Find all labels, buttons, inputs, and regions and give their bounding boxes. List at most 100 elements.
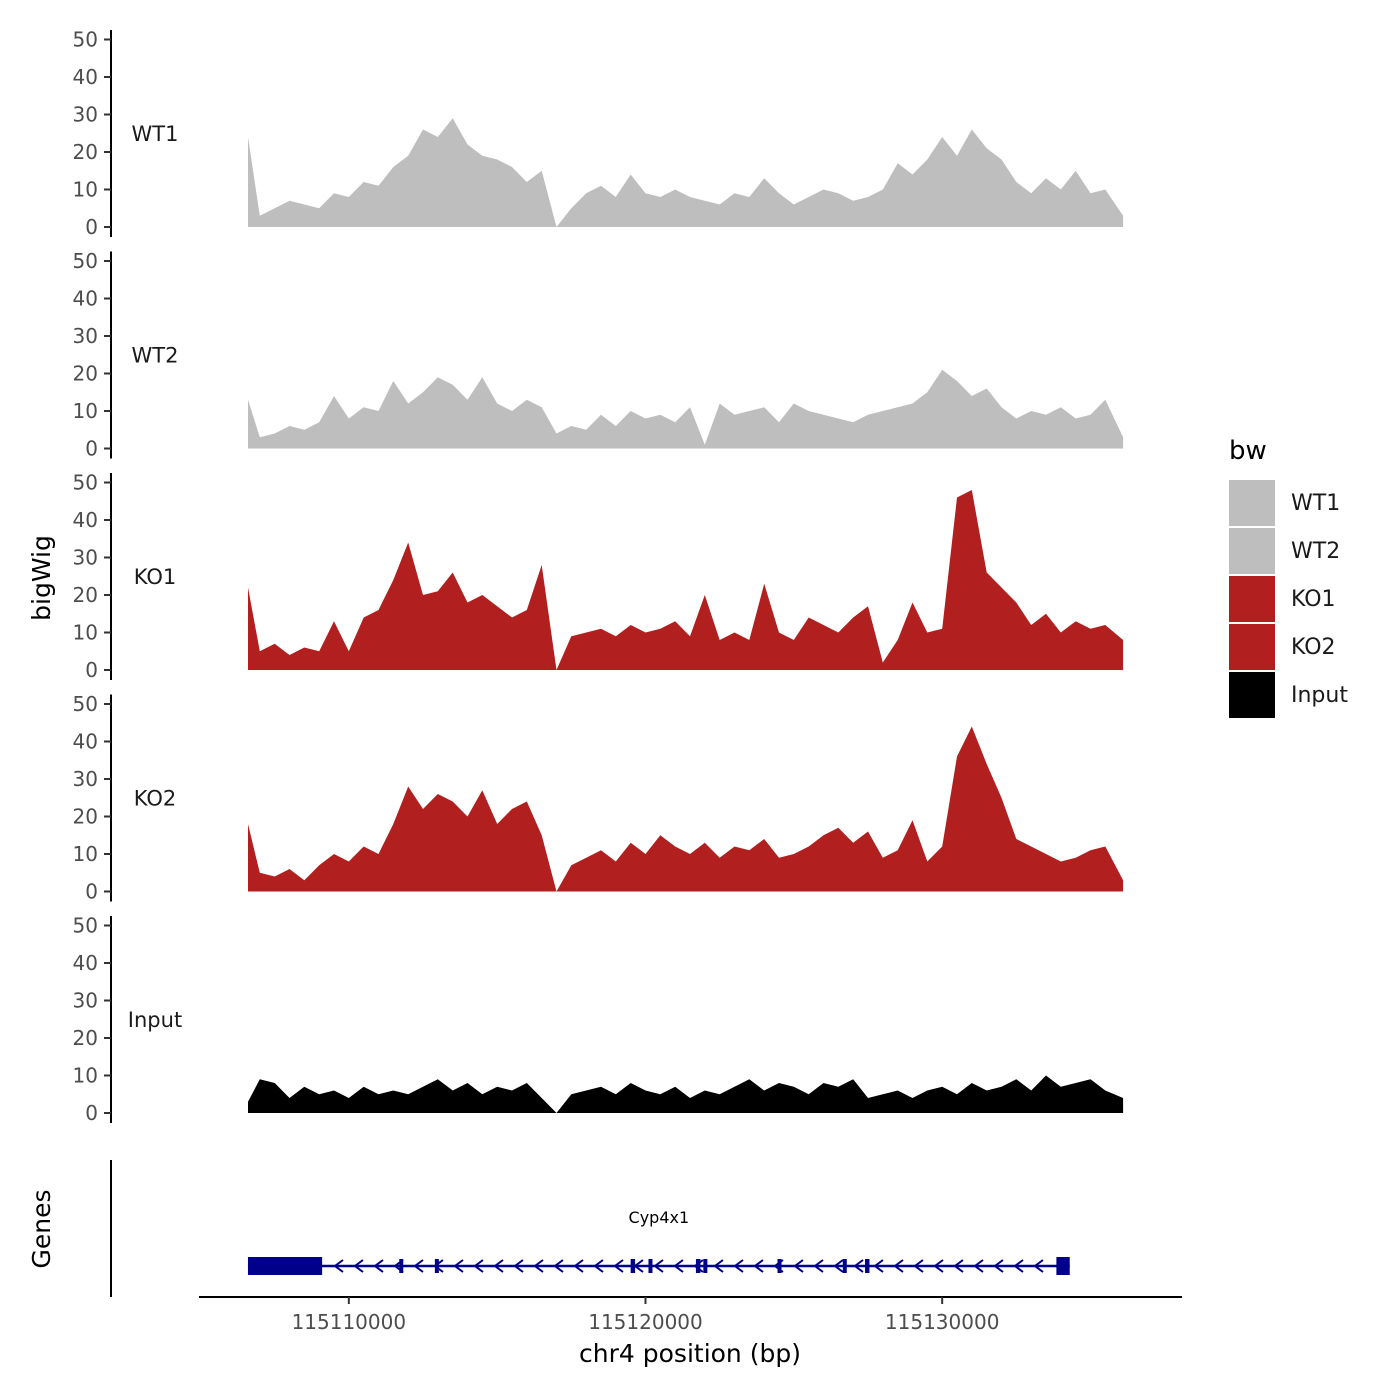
strand-arrow: [673, 1259, 684, 1273]
x-tick-label: 115110000: [292, 1310, 407, 1334]
strand-arrow: [913, 1259, 924, 1273]
legend-label-wt1: WT1: [1291, 491, 1340, 516]
strand-arrow: [453, 1259, 464, 1273]
area-ko2: [248, 726, 1124, 892]
track-label-wt2: WT2: [132, 344, 179, 368]
strand-arrow: [573, 1259, 584, 1273]
y-tick-label: 40: [73, 730, 98, 754]
strand-arrow: [653, 1259, 664, 1273]
track-ko1: 0 10 20 30 40 50 KO1: [73, 471, 1124, 682]
strand-arrow: [753, 1259, 764, 1273]
area-ko1: [248, 490, 1124, 670]
strand-arrow: [893, 1259, 904, 1273]
strand-arrow: [533, 1259, 544, 1273]
strand-arrow: [553, 1259, 564, 1273]
track-input: 0 10 20 30 40 50 Input: [73, 914, 1124, 1125]
gene-exon: [695, 1259, 701, 1273]
area-input: [248, 1075, 1124, 1113]
legend-label-input: Input: [1291, 683, 1348, 708]
y-tick-label: 20: [73, 805, 98, 829]
y-tick-label: 10: [73, 621, 98, 645]
x-tick-label: 115120000: [588, 1310, 703, 1334]
strand-arrow: [793, 1259, 804, 1273]
strand-arrow: [1013, 1259, 1024, 1273]
y-tick-label: 20: [73, 362, 98, 386]
strand-arrow: [873, 1259, 884, 1273]
gene-exon: [703, 1259, 708, 1273]
track-label-ko2: KO2: [134, 787, 177, 811]
strand-arrow: [373, 1259, 384, 1273]
y-tick-label: 50: [73, 692, 98, 716]
strand-arrow: [613, 1259, 624, 1273]
y-tick-label: 50: [73, 249, 98, 273]
legend-label-wt2: WT2: [1291, 539, 1340, 564]
gene-exon: [865, 1259, 870, 1273]
y-tick-label: 40: [73, 287, 98, 311]
y-tick-label: 50: [73, 914, 98, 938]
y-tick-label: 30: [73, 103, 98, 127]
y-tick-label: 30: [73, 324, 98, 348]
legend-swatch-ko2: [1229, 624, 1275, 670]
area-wt2: [248, 369, 1124, 449]
gene-exon: [630, 1259, 636, 1273]
y-tick-label: 50: [73, 471, 98, 495]
strand-arrow: [993, 1259, 1004, 1273]
y-tick-label: 10: [73, 1064, 98, 1088]
track-label-wt1: WT1: [132, 122, 179, 146]
strand-arrow: [353, 1259, 364, 1273]
y-tick-label: 0: [85, 1101, 98, 1125]
y-tick-label: 10: [73, 399, 98, 423]
y-tick-label: 10: [73, 178, 98, 202]
legend-swatch-wt2: [1229, 528, 1275, 574]
strand-arrow: [493, 1259, 504, 1273]
legend-swatch-ko1: [1229, 576, 1275, 622]
strand-arrow: [513, 1259, 524, 1273]
strand-arrow: [473, 1259, 484, 1273]
y-tick-label: 20: [73, 140, 98, 164]
bigwig-tracks: 0 10 20 30 40 50 WT1 0 10 20 30 40 50 WT2 0 10 20 30 40 50 K…: [73, 28, 1124, 1125]
gene-exon: [648, 1259, 653, 1273]
gene-exon: [247, 1257, 323, 1275]
y-tick-label: 20: [73, 583, 98, 607]
y-tick-label: 0: [85, 880, 98, 904]
y-tick-label: 30: [73, 546, 98, 570]
track-wt2: 0 10 20 30 40 50 WT2: [73, 249, 1124, 461]
gene-exon: [777, 1259, 782, 1273]
legend-title: bw: [1229, 436, 1267, 466]
x-axis-title: chr4 position (bp): [579, 1339, 801, 1368]
y-tick-label: 0: [85, 437, 98, 461]
area-wt1: [248, 118, 1124, 227]
legend: bw WT1 WT2 KO1 KO2 Input: [1229, 436, 1348, 718]
gene-track: Genes Cyp4x1: [27, 1160, 1070, 1297]
x-tick-label: 115130000: [885, 1310, 1000, 1334]
gene-name-label: Cyp4x1: [629, 1208, 690, 1227]
track-label-input: Input: [128, 1008, 182, 1032]
y-tick-label: 30: [73, 989, 98, 1013]
track-ko2: 0 10 20 30 40 50 KO2: [73, 692, 1124, 904]
y-tick-label: 40: [73, 508, 98, 532]
strand-arrow: [853, 1259, 864, 1273]
genes-axis-title: Genes: [27, 1189, 56, 1268]
y-axis-title: bigWig: [27, 535, 56, 621]
strand-arrow: [333, 1259, 344, 1273]
gene-exon: [399, 1259, 404, 1273]
y-tick-label: 40: [73, 951, 98, 975]
strand-arrow: [1033, 1259, 1044, 1273]
strand-arrow: [713, 1259, 724, 1273]
y-tick-label: 40: [73, 65, 98, 89]
gene-exon: [842, 1259, 847, 1273]
strand-arrow: [813, 1259, 824, 1273]
strand-arrow: [733, 1259, 744, 1273]
y-tick-label: 0: [85, 658, 98, 682]
y-tick-label: 10: [73, 842, 98, 866]
legend-swatch-wt1: [1229, 480, 1275, 526]
strand-arrow: [593, 1259, 604, 1273]
gene-exon: [434, 1259, 439, 1273]
y-tick-label: 0: [85, 215, 98, 239]
y-tick-label: 20: [73, 1026, 98, 1050]
legend-swatch-input: [1229, 672, 1275, 718]
strand-arrow: [413, 1259, 424, 1273]
legend-label-ko1: KO1: [1291, 587, 1336, 612]
strand-arrow: [953, 1259, 964, 1273]
